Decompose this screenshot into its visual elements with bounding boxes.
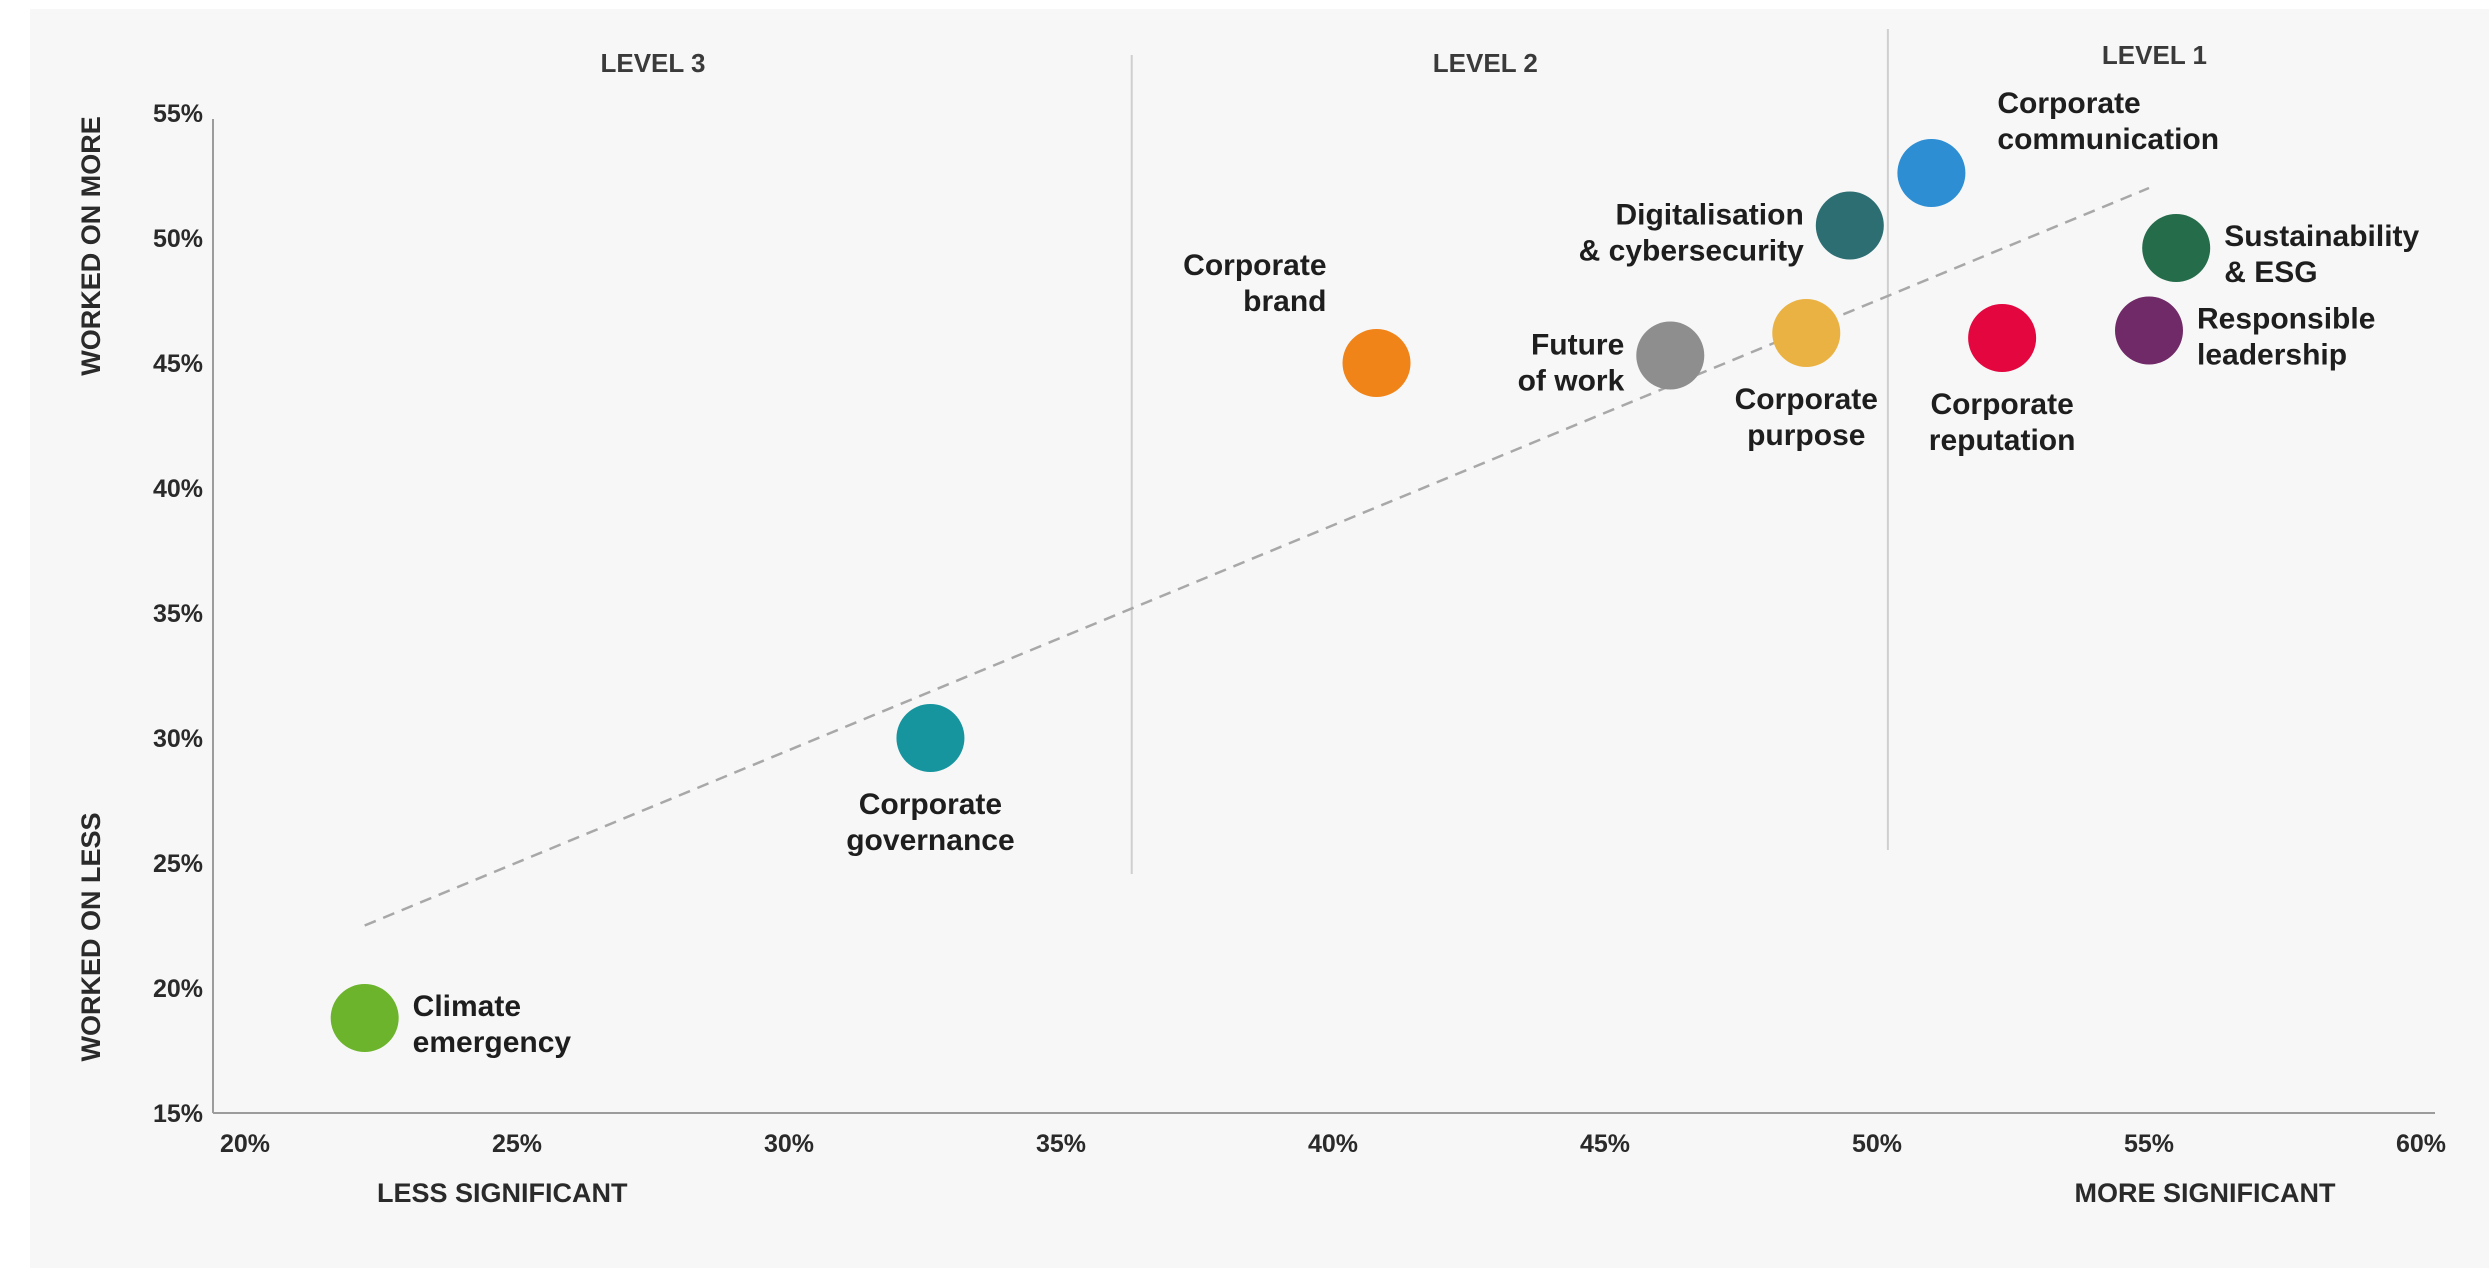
x-caption-left: LESS SIGNIFICANT [377, 1178, 628, 1208]
data-point-bubble [1342, 329, 1411, 397]
x-tick-label: 45% [1580, 1130, 1630, 1158]
axes [212, 119, 2435, 1114]
trend-line [364, 186, 2150, 927]
x-caption-right: MORE SIGNIFICANT [2075, 1178, 2337, 1208]
data-point-label: Climate emergency [413, 990, 572, 1059]
level-heading: LEVEL 2 [1433, 48, 1538, 78]
x-tick-label: 25% [492, 1130, 542, 1158]
data-point-label: Corporate purpose [1735, 383, 1878, 452]
data-point-label: Sustainability & ESG [2224, 220, 2419, 289]
y-tick-label: 20% [153, 975, 203, 1003]
y-tick-label: 50% [153, 225, 203, 253]
y-tick-label: 15% [153, 1100, 203, 1128]
data-point-bubble [330, 984, 399, 1052]
y-tick-label: 35% [153, 600, 203, 628]
x-tick-label: 30% [764, 1130, 814, 1158]
data-point-bubble [896, 704, 965, 772]
y-caption-bottom: WORKED ON LESS [76, 812, 106, 1061]
data-point-label: Corporate communication [1997, 87, 2219, 156]
y-tick-label: 25% [153, 850, 203, 878]
bubble-scatter-chart: 55% 50% 45% 40% 35% 30% 25% 20% 15% 20% 25% 30% 35%… [76, 29, 2446, 1208]
y-tick-label: 55% [153, 100, 203, 128]
data-point-label: Corporate reputation [1929, 388, 2076, 457]
chart-panel: 55% 50% 45% 40% 35% 30% 25% 20% 15% 20% 25% 30% 35%… [30, 9, 2489, 1268]
data-point-bubble [1772, 299, 1841, 367]
level-heading: LEVEL 3 [600, 48, 705, 78]
x-tick-label: 20% [220, 1130, 270, 1158]
y-caption-top: WORKED ON MORE [76, 116, 106, 376]
data-point-bubble [2115, 296, 2183, 365]
data-point-bubble [1636, 321, 1705, 390]
data-point-label: Future of work [1518, 329, 1625, 398]
x-tick-label: 60% [2396, 1130, 2446, 1158]
y-tick-label: 30% [153, 725, 203, 753]
data-point-label: Responsible leadership [2197, 303, 2375, 372]
data-point-label: Corporate governance [846, 788, 1014, 857]
data-point-bubble [1815, 191, 1884, 260]
x-tick-label: 50% [1852, 1130, 1902, 1158]
y-tick-label: 40% [153, 475, 203, 503]
data-point-bubble [2142, 214, 2211, 282]
data-point-bubble [1968, 304, 2037, 372]
y-tick-label: 45% [153, 350, 203, 378]
level-heading: LEVEL 1 [2102, 40, 2207, 70]
data-point-bubble [1897, 139, 1966, 207]
x-tick-label: 40% [1308, 1130, 1358, 1158]
x-tick-label: 35% [1036, 1130, 1086, 1158]
x-tick-label: 55% [2124, 1130, 2174, 1158]
data-point-label: Digitalisation & cybersecurity [1579, 199, 1804, 268]
data-point-label: Corporate brand [1183, 249, 1326, 318]
